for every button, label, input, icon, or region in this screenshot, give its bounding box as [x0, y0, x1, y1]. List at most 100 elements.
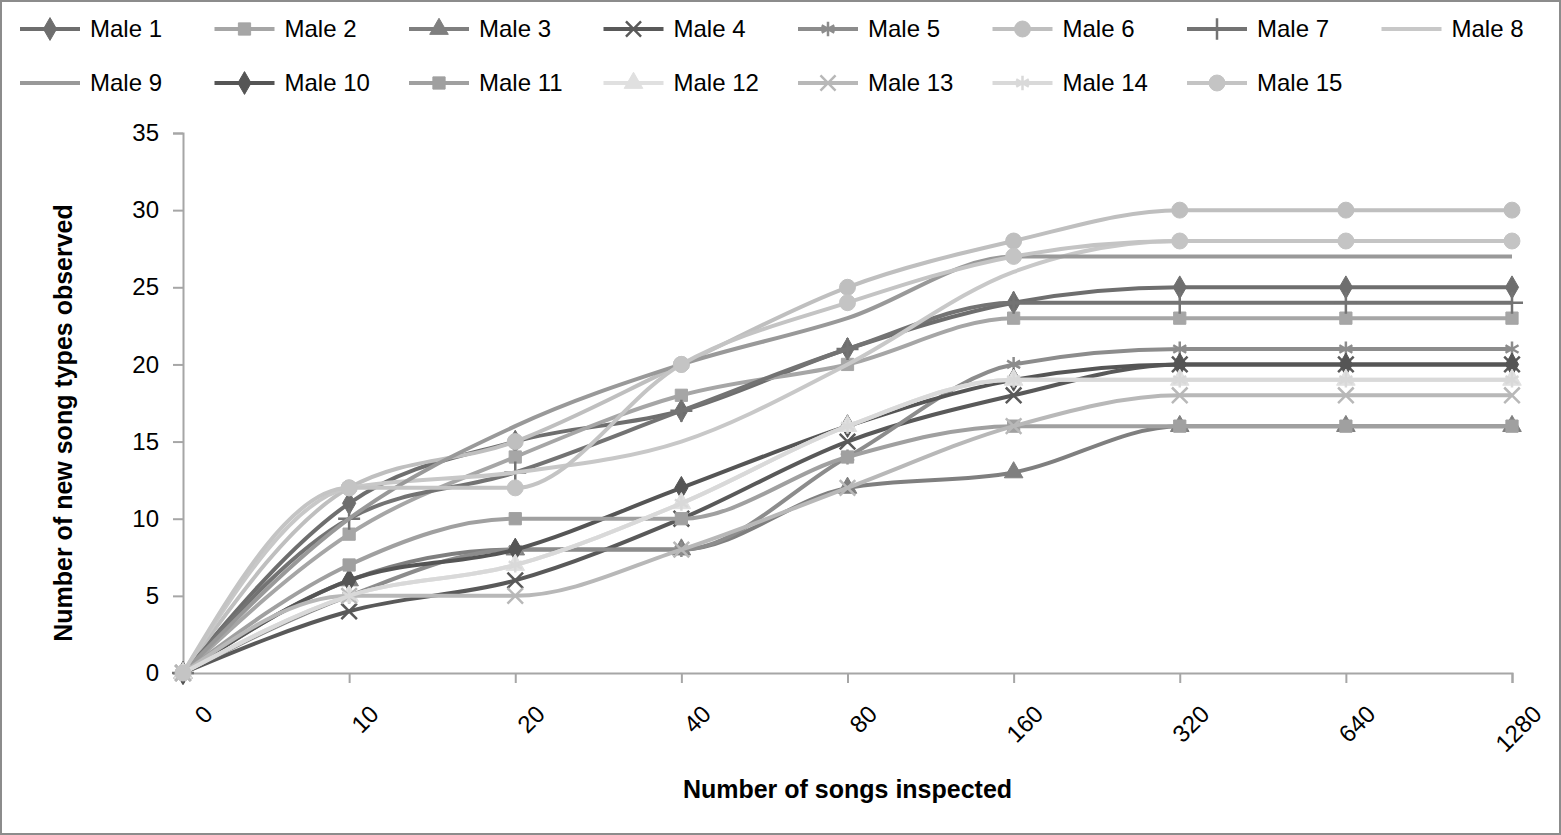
- marker: [1340, 312, 1352, 324]
- y-tick-label: 20: [132, 351, 159, 378]
- marker: [172, 662, 194, 684]
- legend-marker: [238, 72, 251, 95]
- y-tick-mark: [173, 210, 183, 212]
- y-tick: 20: [132, 351, 183, 378]
- legend-label: Male 2: [285, 15, 357, 42]
- marker: [509, 451, 521, 463]
- legend-swatch: [20, 81, 80, 85]
- marker: [1338, 387, 1354, 403]
- y-tick-label: 10: [132, 505, 159, 532]
- y-tick-mark: [173, 133, 183, 135]
- x-tick: 1280: [1490, 673, 1547, 757]
- series: [177, 420, 1518, 679]
- chart-frame: [1, 1, 1560, 834]
- legend-marker: [626, 21, 641, 36]
- marker: [1338, 202, 1354, 218]
- marker: [175, 665, 191, 681]
- series-line: [183, 426, 1512, 673]
- chart: 051015202530350102040801603206401280Numb…: [0, 0, 1561, 835]
- y-tick-label: 5: [146, 582, 159, 609]
- legend-label: Male 5: [868, 15, 940, 42]
- marker: [670, 400, 692, 422]
- x-axis-title: Number of songs inspected: [683, 775, 1012, 803]
- legend-marker: [430, 18, 449, 34]
- y-tick-mark: [173, 364, 183, 366]
- legend-entry: Male 9: [20, 69, 162, 96]
- marker: [1504, 233, 1520, 249]
- marker: [673, 356, 689, 372]
- series-line: [183, 256, 1512, 673]
- marker: [841, 451, 853, 463]
- legend-label: Male 12: [674, 69, 759, 96]
- y-tick-label: 0: [146, 659, 159, 686]
- y-tick: 15: [132, 428, 183, 455]
- y-tick-label: 15: [132, 428, 159, 455]
- x-tick: 80: [844, 673, 882, 738]
- legend-label: Male 14: [1063, 69, 1148, 96]
- marker: [507, 573, 523, 589]
- series-line: [183, 364, 1512, 673]
- series-line: [183, 210, 1512, 673]
- series-line: [183, 380, 1512, 673]
- y-tick-mark: [173, 518, 183, 520]
- x-tick-label: 160: [1001, 700, 1048, 747]
- marker: [840, 480, 856, 496]
- legend-marker: [433, 77, 445, 89]
- x-axis-line: [184, 674, 1513, 684]
- x-tick: 20: [512, 673, 550, 738]
- x-tick-label: 40: [678, 700, 716, 738]
- series: [176, 276, 1518, 685]
- marker: [1172, 202, 1188, 218]
- y-tick: 25: [132, 273, 183, 300]
- marker: [841, 419, 854, 434]
- marker: [1172, 233, 1188, 249]
- marker: [1501, 292, 1523, 314]
- marker: [840, 279, 856, 295]
- legend-label: Male 4: [674, 15, 746, 42]
- legend-label: Male 10: [285, 69, 370, 96]
- series-line: [183, 364, 1512, 673]
- legend-entry: Male 2: [215, 15, 357, 42]
- legend-marker: [820, 75, 835, 90]
- series-line: [183, 380, 1512, 673]
- marker: [1504, 387, 1520, 403]
- legend-marker: [43, 18, 56, 41]
- x-tick-label: 0: [189, 700, 218, 729]
- marker: [1173, 372, 1186, 387]
- marker: [509, 513, 521, 525]
- series-line: [183, 426, 1512, 673]
- marker: [1006, 418, 1022, 434]
- legend-marker: [1016, 76, 1029, 91]
- legend-label: Male 9: [90, 69, 162, 96]
- y-axis-title: Number of new song types observed: [49, 204, 77, 642]
- marker: [840, 295, 856, 311]
- x-tick: 640: [1333, 673, 1380, 748]
- legend-marker: [238, 23, 250, 35]
- legend-label: Male 13: [868, 69, 953, 96]
- marker: [343, 588, 356, 603]
- legend-entry: Male 14: [993, 69, 1148, 96]
- legend-entry: Male 3: [409, 15, 551, 42]
- series: [174, 369, 1522, 678]
- y-tick-label: 30: [132, 196, 159, 223]
- x-tick-label: 1280: [1490, 700, 1547, 757]
- x-tick: 320: [1167, 673, 1214, 748]
- y-axis-line: [173, 134, 184, 674]
- marker: [341, 480, 357, 496]
- x-tick: 0: [184, 673, 218, 729]
- legend-entry: Male 13: [798, 69, 953, 96]
- y-tick-mark: [173, 287, 183, 289]
- x-tick-mark: [681, 673, 683, 683]
- series-line: [183, 349, 1512, 673]
- legend-entry: Male 4: [604, 15, 746, 42]
- marker: [341, 480, 357, 496]
- legend-entry: Male 10: [215, 69, 370, 96]
- marker: [1506, 312, 1518, 324]
- marker: [1335, 292, 1357, 314]
- x-tick-mark: [1179, 673, 1181, 683]
- y-tick-mark: [173, 441, 183, 443]
- legend-marker: [624, 72, 643, 88]
- marker: [836, 338, 858, 360]
- x-tick-mark: [847, 673, 849, 683]
- y-axis: 05101520253035: [132, 119, 183, 686]
